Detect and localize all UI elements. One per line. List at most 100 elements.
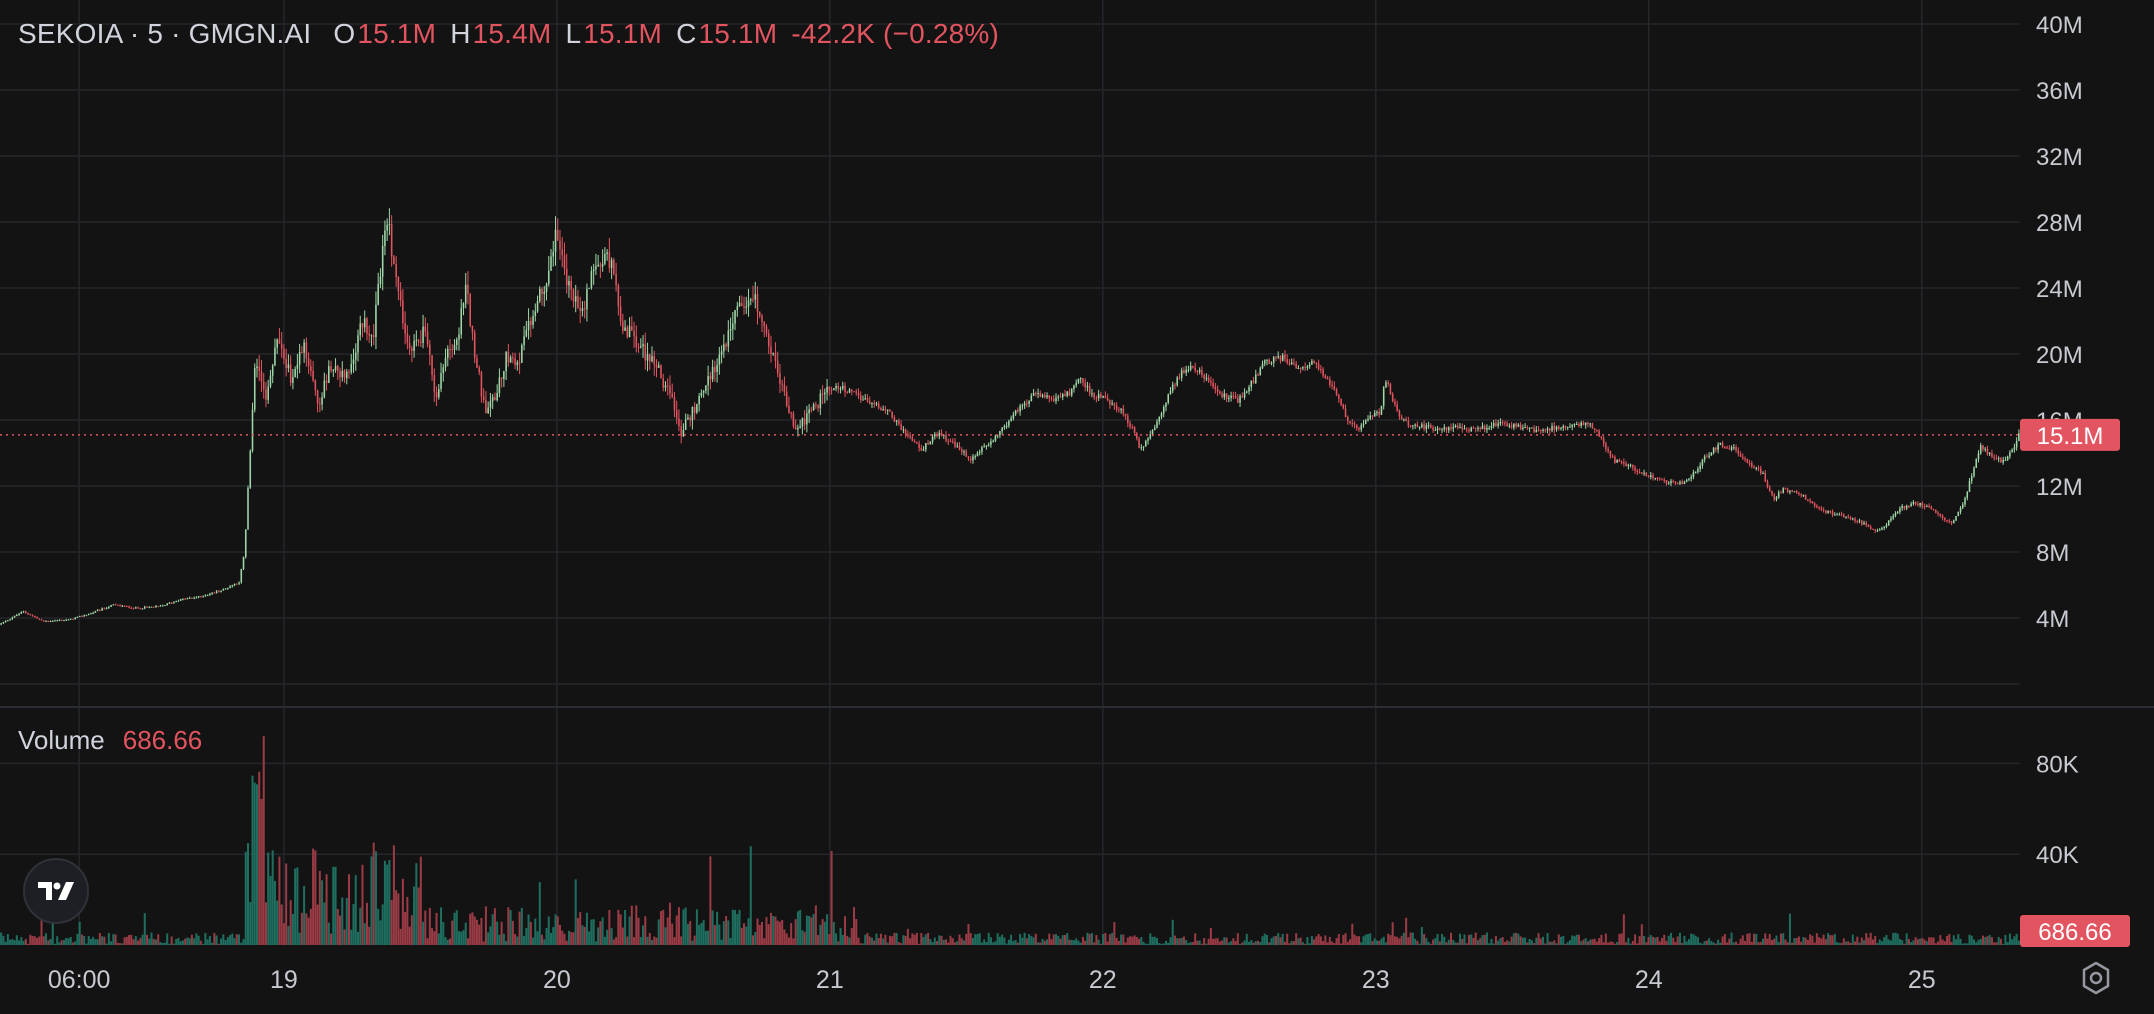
price-candle-body [469,293,471,326]
volume-bar [264,902,267,945]
time-axis[interactable]: 06:00 19 20 21 22 23 24 25 [48,966,1936,994]
volume-bar [278,856,281,945]
volume-bar [1337,934,1340,945]
price-candle-body [157,605,160,607]
volume-bar [700,922,703,945]
price-candle-body [1196,370,1199,372]
price-candle-body [1158,416,1161,422]
volume-bar [1001,934,1004,945]
price-candle-body [951,441,954,443]
volume-bar [466,938,469,945]
price-candle-body [1243,392,1246,398]
volume-bar [1804,937,1807,945]
price-candle-body [1802,494,1805,496]
price-candle-body [482,396,485,400]
price-candle-body [1838,514,1841,516]
volume-bar [718,924,721,945]
price-candle-body [1059,396,1062,398]
volume-bar [1571,935,1574,945]
price-candle-body [18,613,20,615]
price-candle-body [1443,427,1446,430]
price-candle-body [1905,505,1908,509]
price-candle-body [1149,434,1152,439]
time-tick-label: 21 [816,966,844,994]
volume-bar [1400,935,1403,945]
price-candle-body [1546,428,1549,430]
volume-bar [4,941,7,945]
price-candle-body [417,340,420,342]
volume-bar [550,932,553,945]
price-candle-body [693,406,696,413]
volume-bar [312,848,315,945]
price-candle-body [1187,369,1190,371]
price-candle-body [1268,359,1271,364]
price-candle-body [644,344,647,361]
price-candle-body [1169,390,1172,395]
volume-bar [971,938,974,945]
volume-bar [1102,934,1105,945]
volume-bar [1295,933,1298,945]
price-candle-body [586,288,588,310]
symbol-title[interactable]: SEKOIA · 5 · GMGN.AI [18,18,312,49]
price-candle-body [177,600,180,602]
volume-bar [273,880,276,945]
price-candle-body [761,315,763,323]
volume-bar [1461,938,1464,945]
volume-bar [567,930,570,945]
volume-bar [1441,933,1444,945]
volume-bar [475,919,478,945]
price-candle-body [1246,391,1248,393]
price-candle-body [1261,363,1264,369]
volume-bar [709,856,712,945]
price-candle-body [1223,393,1226,398]
settings-gear-icon[interactable] [2078,960,2114,996]
price-candle-body [574,296,577,302]
price-candle-body [680,426,682,437]
price-candle-body [1459,427,1461,429]
price-candle-body [507,351,510,363]
price-candle-body [1364,420,1367,424]
price-candle-body [1342,404,1345,409]
volume-bar [830,851,833,945]
price-candle-body [1863,522,1865,525]
price-candle-body [211,592,213,594]
volume-label[interactable]: Volume [18,724,105,755]
price-candle-body [200,596,202,598]
volume-bar [74,941,77,945]
volume-bar [303,885,306,945]
price-candle-body [808,409,810,414]
volume-bar [962,940,965,945]
price-candle-body [1560,427,1562,430]
price-candle-body [1483,425,1486,430]
price-candle-body [188,597,191,599]
volume-bar [2017,940,2020,945]
volume-bar [1196,940,1199,945]
price-candle-body [725,344,727,347]
price-candle-body [572,289,575,302]
volume-bar [1164,940,1167,945]
volume-bar [819,924,822,945]
volume-bar [464,922,467,945]
volume-bar [24,938,27,945]
price-candle-body [1472,427,1475,429]
volume-bar [1324,935,1327,945]
volume-bar [1629,943,1632,945]
price-candle-body [500,377,503,379]
volume-bar [1171,919,1174,945]
volume-bar [1122,934,1125,945]
volume-bar [875,933,878,945]
volume-bar [1351,923,1354,945]
price-candle-body [606,252,608,254]
price-candle-body [727,330,730,347]
volume-bar [1459,933,1462,945]
tradingview-logo-icon[interactable] [23,858,89,924]
volume-bar [1438,941,1441,945]
volume-bar [1079,942,1082,945]
price-candle-body [1988,453,1991,455]
volume-bar [956,941,959,945]
volume-bar [1450,932,1453,945]
volume-bar [1981,935,1984,945]
price-candle-body [1454,425,1457,428]
